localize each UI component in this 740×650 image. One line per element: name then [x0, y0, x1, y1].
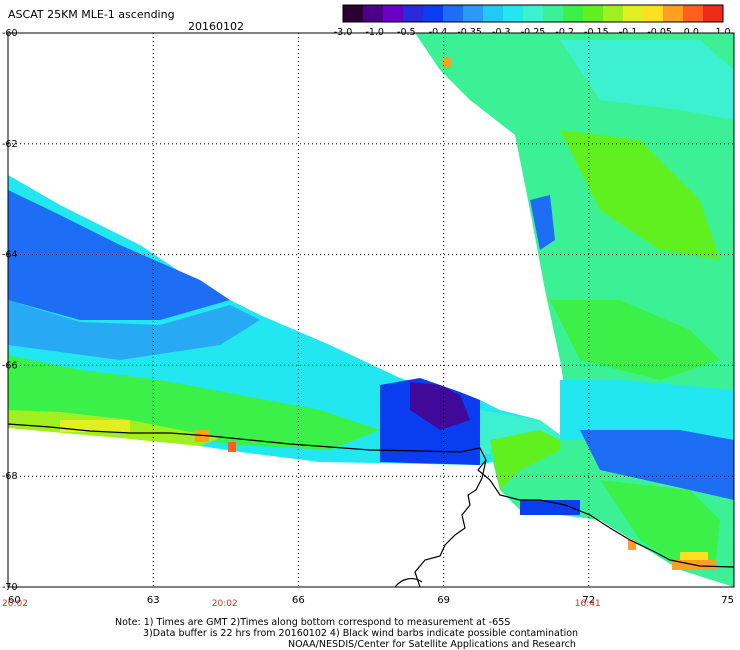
swath-right-orange-2	[628, 540, 636, 550]
y-tick-label: -62	[2, 139, 18, 150]
x-tick-label: 69	[437, 595, 450, 606]
swath-right-cyan-1	[560, 40, 734, 120]
colorbar-swatch	[663, 5, 684, 22]
note-line-2: 3)Data buffer is 22 hrs from 20160102 4)…	[143, 628, 579, 639]
colorbar-swatch	[683, 5, 704, 22]
swath-right-green-2	[550, 300, 720, 380]
x-axis: 60 63 66 69 72 75	[8, 595, 734, 606]
map-frame	[7, 32, 735, 588]
colorbar-swatch	[543, 5, 564, 22]
colorbar-swatch	[483, 5, 504, 22]
colorbar-swatch	[463, 5, 484, 22]
swath-left-blue	[8, 190, 230, 320]
y-tick-label: -60	[2, 28, 18, 39]
swath-right-green-1	[560, 130, 720, 260]
swath-left-yellow	[60, 420, 130, 432]
y-tick-label: -64	[2, 250, 18, 261]
swath-right-cyan-2	[560, 380, 734, 440]
colorbar-swatch	[563, 5, 584, 22]
coastline-inlet	[414, 459, 487, 588]
time-label: 16:41	[574, 599, 601, 609]
y-axis: -60 -62 -64 -66 -68 -70	[2, 28, 18, 593]
colorbar-swatch	[343, 5, 364, 22]
swath-left-lightblue	[8, 300, 260, 360]
swath-right-yellow	[680, 552, 708, 560]
swath-right-blue-south	[580, 430, 734, 500]
swath-right-blue-west	[530, 195, 555, 250]
colorbar-frame	[342, 4, 724, 23]
map-date: 20160102	[188, 20, 244, 33]
x-tick-label: 66	[292, 595, 305, 606]
colorbar-swatch	[603, 5, 624, 22]
note-line-1: Note: 1) Times are GMT 2)Times along bot…	[115, 617, 511, 628]
swath-left-orange-2	[228, 442, 236, 452]
colorbar-swatch	[443, 5, 464, 22]
note-line-3: NOAA/NESDIS/Center for Satellite Applica…	[288, 639, 576, 650]
x-tick-label: 63	[147, 595, 160, 606]
map-title: ASCAT 25KM MLE-1 ascending	[8, 8, 175, 21]
x-tick-label: 72	[582, 595, 595, 606]
colorbar-swatch	[503, 5, 524, 22]
swath-right-green-coast	[490, 430, 560, 490]
x-tick-label: 60	[8, 595, 21, 606]
swath-right-blue-south-2	[520, 500, 580, 515]
time-label: 20:02	[211, 599, 238, 609]
y-tick-label: -66	[2, 360, 18, 371]
coastline-island	[394, 577, 423, 588]
colorbar-swatch	[403, 5, 424, 22]
colorbar-swatch	[703, 5, 724, 22]
colorbar-swatch	[623, 5, 644, 22]
y-tick-label: -70	[2, 582, 18, 593]
colorbar-swatch	[583, 5, 604, 22]
swath-left-purple	[410, 382, 470, 430]
colorbar-swatch	[423, 5, 444, 22]
time-label: 20:02	[2, 599, 28, 609]
x-tick-label: 75	[721, 595, 734, 606]
y-tick-label: -68	[2, 471, 18, 482]
colorbar-swatch	[523, 5, 544, 22]
colorbar-swatch	[643, 5, 664, 22]
colorbar-swatch	[383, 5, 404, 22]
graticule	[8, 33, 734, 587]
swath-right-orange-1	[443, 58, 451, 68]
swath-right-green-south	[600, 480, 720, 570]
colorbar-swatch	[363, 5, 384, 22]
